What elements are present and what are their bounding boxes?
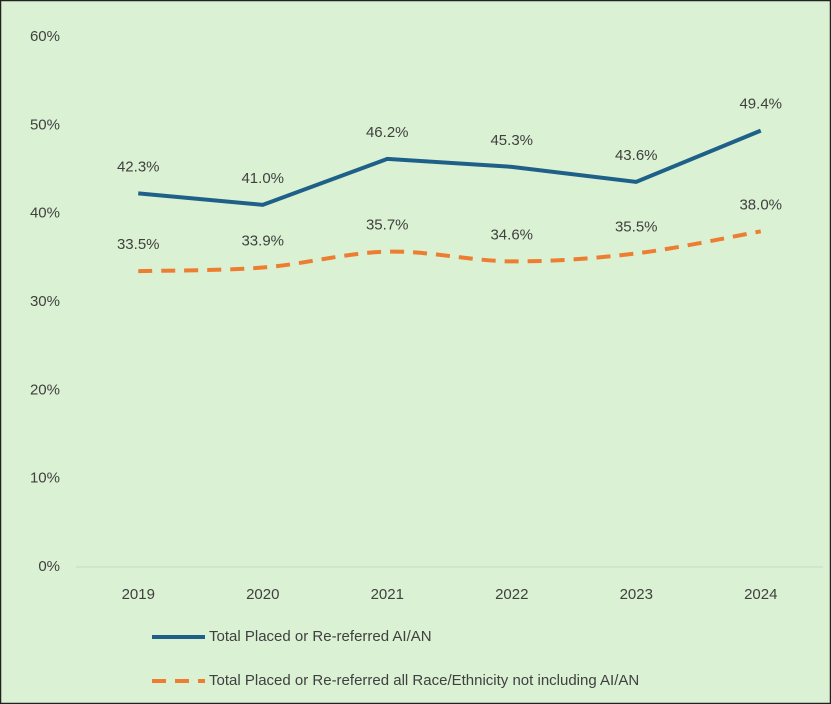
data-label: 41.0%: [241, 170, 284, 187]
series-line: [138, 128, 762, 207]
data-label: 42.3%: [117, 158, 160, 175]
data-label: 34.6%: [490, 226, 533, 243]
x-tick-label: 2024: [744, 586, 777, 603]
x-tick-label: 2020: [246, 586, 279, 603]
data-label: 43.6%: [615, 147, 658, 164]
data-label: 33.9%: [241, 233, 284, 250]
x-tick-label: 2021: [371, 586, 404, 603]
data-label: 35.7%: [366, 217, 409, 234]
y-tick-label: 20%: [30, 381, 60, 398]
x-tick-label: 2022: [495, 586, 528, 603]
data-label: 33.5%: [117, 236, 160, 253]
legend-label: Total Placed or Re-referred all Race/Eth…: [209, 672, 639, 689]
y-tick-label: 40%: [30, 205, 60, 222]
y-tick-label: 10%: [30, 470, 60, 487]
y-tick-label: 30%: [30, 293, 60, 310]
y-tick-label: 50%: [30, 116, 60, 133]
x-tick-label: 2019: [122, 586, 155, 603]
data-label: 35.5%: [615, 218, 658, 235]
series-line: [138, 229, 762, 274]
data-label: 38.0%: [739, 196, 782, 213]
legend-label: Total Placed or Re-referred AI/AN: [209, 628, 432, 645]
data-label: 49.4%: [739, 96, 782, 113]
x-tick-label: 2023: [620, 586, 653, 603]
y-tick-label: 0%: [38, 558, 60, 575]
data-label: 45.3%: [490, 132, 533, 149]
data-label: 46.2%: [366, 124, 409, 141]
y-tick-label: 60%: [30, 28, 60, 45]
